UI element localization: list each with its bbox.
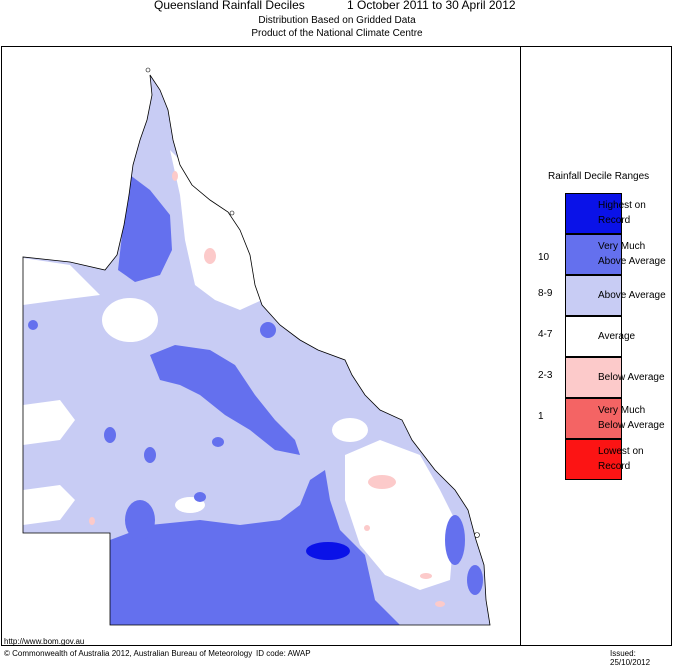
legend-label-line1: Average — [598, 331, 636, 342]
legend-decile-value: 4-7 — [538, 329, 553, 340]
legend-decile-value: 10 — [538, 252, 550, 263]
legend-label-line2: Above Average — [598, 256, 666, 267]
footer-issued-date: Issued: 25/10/2012 — [610, 649, 651, 667]
map-period: 1 October 2011 to 30 April 2012 — [347, 0, 516, 12]
legend-label-line2: Below Average — [598, 420, 665, 431]
queensland-decile-map — [22, 67, 491, 626]
legend-swatch — [565, 234, 622, 275]
decile-fields — [23, 75, 490, 625]
legend-swatch — [565, 275, 622, 316]
legend-label: Above Average — [598, 288, 666, 303]
footer-url[interactable]: http://www.bom.gov.au — [4, 637, 85, 646]
legend-title: Rainfall Decile Ranges — [548, 171, 650, 182]
legend-label-line1: Above Average — [598, 290, 666, 301]
legend-swatch — [565, 193, 622, 234]
legend-label-line1: Lowest on — [598, 446, 644, 457]
legend-label: Highest on Record — [598, 198, 646, 228]
legend-swatch — [565, 357, 622, 398]
footer-id-code: ID code: AWAP — [256, 649, 311, 658]
legend-label-line1: Below Average — [598, 372, 665, 383]
map-subtitle-product: Product of the National Climate Centre — [251, 28, 423, 39]
legend-swatch — [565, 398, 622, 439]
legend-label: Very Much Below Average — [598, 403, 665, 433]
legend-label-line1: Very Much — [598, 405, 646, 416]
legend-label-line2: Record — [598, 215, 631, 226]
legend-label: Very Much Above Average — [598, 239, 666, 269]
legend-divider — [520, 47, 521, 645]
footer-copyright: © Commonwealth of Australia 2012, Austra… — [4, 649, 253, 658]
title-row: Queensland Rainfall Deciles 1 October 20… — [0, 0, 674, 12]
legend-label: Lowest on Record — [598, 444, 644, 474]
legend-label-line1: Highest on — [598, 200, 646, 211]
legend-swatch — [565, 316, 622, 357]
legend-swatch — [565, 439, 622, 480]
map-subtitle-distribution: Distribution Based on Gridded Data — [258, 15, 416, 26]
legend-label-line2: Record — [598, 461, 631, 472]
legend-decile-value: 1 — [538, 411, 544, 422]
map-frame — [1, 46, 672, 646]
legend-decile-value: 2-3 — [538, 370, 553, 381]
legend-label: Below Average — [598, 370, 665, 385]
map-title: Queensland Rainfall Deciles — [154, 0, 305, 12]
legend-decile-value: 8-9 — [538, 288, 553, 299]
legend-label-line1: Very Much — [598, 241, 646, 252]
legend-label: Average — [598, 329, 635, 344]
